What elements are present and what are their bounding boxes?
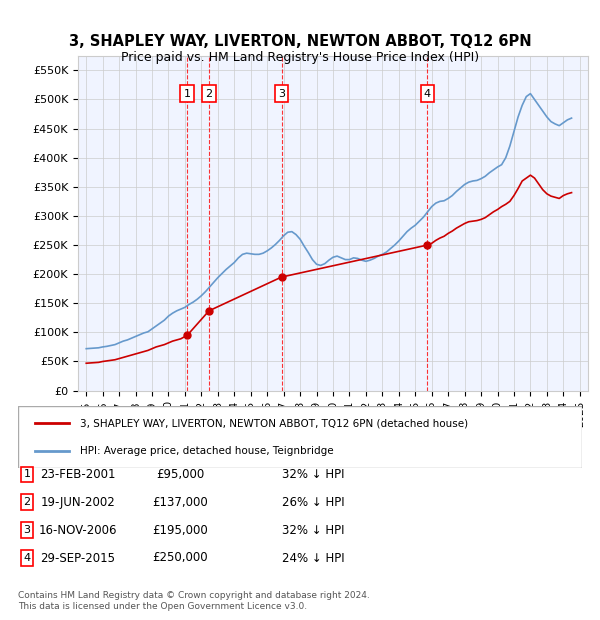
Text: 3: 3 [278, 89, 285, 99]
Text: £95,000: £95,000 [156, 468, 204, 481]
Text: 32% ↓ HPI: 32% ↓ HPI [282, 468, 344, 481]
Text: 24% ↓ HPI: 24% ↓ HPI [282, 552, 344, 564]
Text: £137,000: £137,000 [152, 496, 208, 508]
Text: 3: 3 [23, 525, 31, 535]
Text: £195,000: £195,000 [152, 524, 208, 536]
Text: 19-JUN-2002: 19-JUN-2002 [41, 496, 115, 508]
Text: HPI: Average price, detached house, Teignbridge: HPI: Average price, detached house, Teig… [80, 446, 334, 456]
FancyBboxPatch shape [18, 406, 582, 468]
Text: 4: 4 [424, 89, 431, 99]
Text: 32% ↓ HPI: 32% ↓ HPI [282, 524, 344, 536]
Text: 1: 1 [23, 469, 31, 479]
Text: £250,000: £250,000 [152, 552, 208, 564]
Text: 16-NOV-2006: 16-NOV-2006 [39, 524, 117, 536]
Text: Price paid vs. HM Land Registry's House Price Index (HPI): Price paid vs. HM Land Registry's House … [121, 51, 479, 64]
Text: 1: 1 [184, 89, 191, 99]
Text: 2: 2 [23, 497, 31, 507]
Text: 23-FEB-2001: 23-FEB-2001 [40, 468, 116, 481]
Text: 3, SHAPLEY WAY, LIVERTON, NEWTON ABBOT, TQ12 6PN (detached house): 3, SHAPLEY WAY, LIVERTON, NEWTON ABBOT, … [80, 418, 468, 428]
Text: 26% ↓ HPI: 26% ↓ HPI [282, 496, 344, 508]
Text: 29-SEP-2015: 29-SEP-2015 [41, 552, 115, 564]
Text: 4: 4 [23, 553, 31, 563]
Text: 3, SHAPLEY WAY, LIVERTON, NEWTON ABBOT, TQ12 6PN: 3, SHAPLEY WAY, LIVERTON, NEWTON ABBOT, … [68, 34, 532, 49]
Text: Contains HM Land Registry data © Crown copyright and database right 2024.
This d: Contains HM Land Registry data © Crown c… [18, 591, 370, 611]
Text: 2: 2 [205, 89, 212, 99]
